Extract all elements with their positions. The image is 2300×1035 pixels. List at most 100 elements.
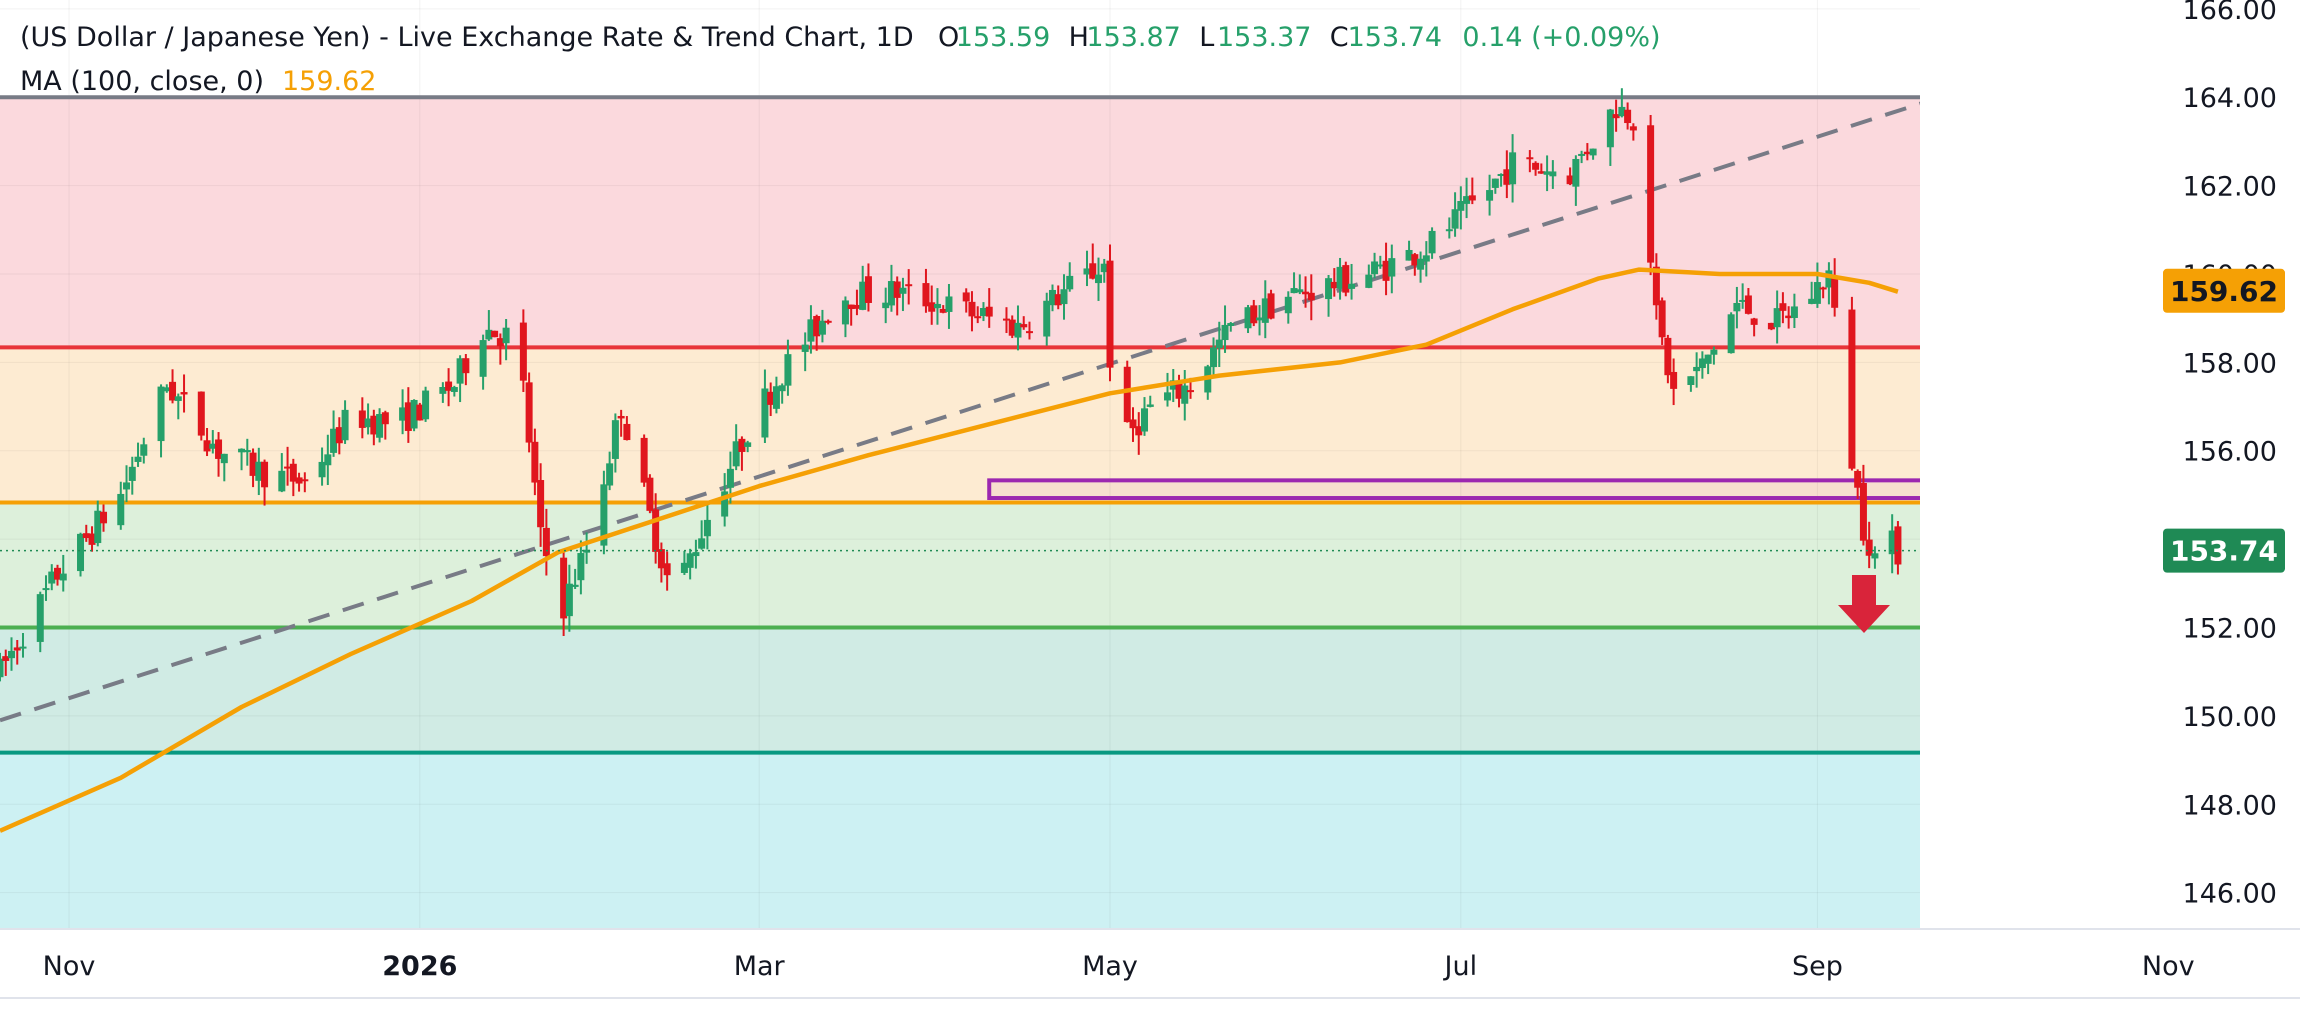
candle — [1750, 317, 1758, 337]
candle — [537, 463, 545, 547]
ohlc-value-c: 153.74 — [1348, 22, 1442, 53]
candle — [801, 332, 809, 372]
candle — [2, 649, 10, 676]
candle — [82, 524, 90, 542]
candle-body — [979, 308, 987, 316]
candle — [1089, 243, 1097, 280]
candle — [1727, 312, 1735, 354]
candle-body — [439, 387, 447, 394]
candle-body — [1307, 292, 1315, 301]
candle-body — [1693, 366, 1701, 372]
candle — [197, 391, 205, 441]
candle — [772, 376, 780, 414]
candle-body — [19, 646, 27, 649]
candle-body — [399, 407, 407, 421]
candle — [767, 382, 775, 417]
candle-body — [1698, 358, 1706, 369]
candle-body — [36, 594, 44, 642]
candle — [905, 269, 913, 305]
last-price-tag — [2163, 528, 2285, 573]
candle-body — [1060, 289, 1068, 305]
fib-zone-4 — [0, 752, 1920, 928]
candle — [732, 424, 740, 471]
ohlc-value-h: 153.87 — [1086, 22, 1180, 53]
candle — [358, 397, 366, 439]
candle-body — [243, 450, 251, 453]
candle — [54, 564, 62, 586]
candle — [1371, 252, 1379, 279]
candle — [1739, 283, 1747, 309]
down-arrow-layer — [1838, 575, 1890, 633]
candle — [1744, 288, 1752, 315]
candle — [203, 428, 211, 457]
candle-body — [358, 410, 366, 428]
candle — [1244, 304, 1252, 334]
candle — [1365, 264, 1373, 289]
candle — [399, 389, 407, 435]
candle — [1848, 296, 1856, 471]
candle-body — [450, 387, 458, 392]
candle — [703, 504, 711, 550]
candle — [841, 296, 849, 338]
candle — [19, 633, 27, 658]
candle-body — [1572, 158, 1580, 187]
candle — [979, 302, 987, 322]
candle-body — [531, 441, 539, 483]
candle — [1532, 161, 1540, 176]
candle — [123, 465, 131, 503]
candle — [1647, 115, 1655, 276]
candle — [502, 318, 510, 361]
candle — [462, 354, 470, 386]
candle-body — [859, 281, 867, 310]
candle — [450, 385, 458, 397]
candle-body — [1859, 483, 1867, 541]
candle — [1871, 546, 1879, 569]
candle — [1888, 514, 1896, 574]
candle — [1451, 192, 1459, 237]
ohlc-label-o: O — [938, 22, 959, 53]
time-tick-label: Mar — [734, 951, 786, 982]
candle — [1572, 155, 1580, 206]
candle-body — [364, 418, 372, 428]
candle — [1825, 262, 1833, 305]
candle — [1687, 376, 1695, 392]
candle-body — [922, 283, 930, 307]
candle-body — [335, 427, 343, 444]
candle — [422, 386, 430, 422]
candle — [1411, 252, 1419, 276]
candle-body — [416, 404, 424, 421]
candle-body — [42, 588, 50, 591]
candle — [680, 550, 688, 575]
candle — [1146, 395, 1154, 408]
trendline-layer — [0, 99, 1928, 723]
candle-body — [1417, 258, 1425, 270]
candle-body — [542, 527, 550, 557]
candle — [341, 400, 349, 444]
candle-body — [1296, 289, 1304, 293]
candle — [519, 309, 527, 393]
candle-body — [94, 510, 102, 544]
candle — [1693, 352, 1701, 388]
candle — [1566, 167, 1574, 186]
candle-body — [1267, 293, 1275, 319]
price-tick-label: 148.00 — [2183, 790, 2277, 821]
candle-body — [1261, 298, 1269, 323]
candle — [1583, 143, 1591, 161]
candle-body — [1733, 302, 1741, 312]
candle — [1135, 412, 1143, 455]
candle-body — [864, 276, 872, 303]
candle-body — [824, 320, 832, 323]
candle-body — [1848, 309, 1856, 469]
candle — [606, 451, 614, 491]
candle — [1468, 177, 1476, 205]
candle-body — [1083, 268, 1091, 275]
candle — [496, 333, 504, 365]
candle — [238, 448, 246, 471]
candle — [1348, 263, 1356, 300]
time-tick-label: Nov — [43, 951, 96, 982]
candle-body — [1727, 314, 1735, 354]
candle-body — [410, 399, 418, 429]
candle-body — [1767, 322, 1775, 330]
candle — [209, 430, 217, 454]
candle-body — [767, 391, 775, 405]
